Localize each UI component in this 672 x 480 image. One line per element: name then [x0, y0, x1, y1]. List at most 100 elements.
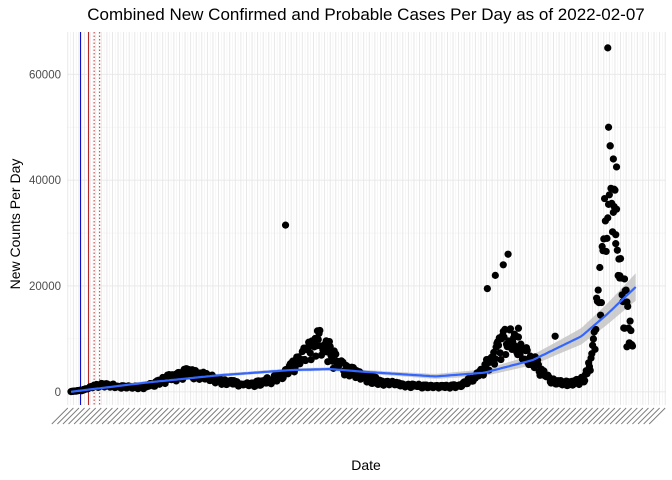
data-point — [581, 377, 589, 385]
data-point-outlier — [499, 261, 507, 269]
data-points — [67, 44, 637, 396]
x-tick-label-mark — [218, 407, 236, 425]
x-tick-label-mark — [207, 407, 225, 425]
x-tick-label-mark — [492, 407, 510, 425]
data-point-outlier — [623, 343, 631, 351]
data-point — [591, 345, 599, 353]
data-point — [497, 355, 505, 364]
data-point — [611, 186, 619, 194]
data-point — [494, 341, 503, 349]
x-tick-label-mark — [185, 407, 203, 425]
x-tick-label-mark — [174, 407, 191, 425]
data-point — [628, 342, 637, 350]
x-tick-label-mark — [615, 407, 633, 425]
x-tick-label-mark — [90, 407, 108, 425]
x-tick-label-mark — [509, 407, 526, 425]
x-tick-label-mark — [364, 407, 381, 425]
data-point — [506, 325, 515, 333]
x-tick-label-mark — [632, 407, 649, 425]
x-tick-label-mark — [252, 407, 270, 425]
x-tick-label-mark — [196, 407, 214, 425]
x-tick-label-mark — [403, 407, 420, 425]
data-point — [622, 286, 630, 294]
x-tick-label-mark — [107, 407, 124, 425]
gridlines — [67, 32, 666, 405]
data-point-outlier — [604, 44, 612, 52]
x-tick-label-mark — [643, 407, 660, 425]
x-tick-label-mark — [459, 407, 476, 425]
x-tick-label-mark — [553, 407, 571, 425]
x-tick-label-mark — [626, 407, 644, 425]
x-tick-label-mark — [436, 407, 454, 425]
x-tick-label-mark — [213, 407, 231, 425]
data-point — [496, 349, 504, 357]
x-tick-label-mark — [274, 407, 292, 425]
data-point — [613, 246, 621, 254]
x-tick-label-mark — [470, 407, 487, 425]
data-point — [491, 355, 499, 363]
x-tick-label-mark — [297, 407, 314, 425]
x-tick-label-mark — [593, 407, 610, 425]
x-tick-label-mark — [291, 407, 309, 425]
data-point-outlier — [616, 274, 624, 282]
x-tick-label-mark — [68, 407, 85, 425]
x-tick-label-mark — [442, 407, 459, 425]
x-tick-label-mark — [146, 407, 164, 425]
x-tick-label-mark — [246, 407, 264, 425]
x-tick-label-mark — [191, 407, 208, 425]
x-tick-label-mark — [380, 407, 398, 425]
x-tick-label-mark — [386, 407, 404, 425]
y-tick-label: 60000 — [29, 69, 61, 81]
chart-title: Combined New Confirmed and Probable Case… — [87, 5, 645, 24]
x-tick-label-mark — [319, 407, 337, 425]
data-point — [596, 263, 604, 272]
x-tick-label-mark — [414, 407, 432, 425]
x-tick-label-mark — [101, 407, 119, 425]
x-tick-label-mark — [140, 407, 158, 425]
x-tick-label-mark — [447, 407, 465, 425]
x-tick-label-mark — [157, 407, 175, 425]
x-tick-label-mark — [241, 407, 258, 425]
data-point — [301, 356, 310, 365]
plot-panel — [67, 32, 666, 405]
data-point — [514, 333, 523, 341]
x-tick-label-mark — [352, 407, 370, 425]
x-tick-label-mark — [263, 407, 281, 425]
data-point — [314, 335, 322, 344]
x-tick-label-mark — [559, 407, 577, 425]
x-tick-label-mark — [112, 407, 130, 425]
trend-curve — [70, 286, 637, 393]
x-tick-label-mark — [336, 407, 353, 425]
x-tick-label-mark — [453, 407, 471, 425]
data-point — [589, 335, 598, 343]
data-point — [500, 333, 508, 341]
x-tick-label-mark — [481, 407, 499, 425]
data-point — [597, 298, 605, 307]
x-tick-label-mark — [347, 407, 365, 425]
x-tick-label-mark — [179, 407, 197, 425]
x-tick-label-mark — [609, 407, 627, 425]
data-point-outlier — [483, 285, 491, 293]
data-point-outlier — [610, 202, 618, 211]
x-tick-label-mark — [135, 407, 152, 425]
x-tick-label-mark — [581, 407, 599, 425]
y-tick-label: 20000 — [29, 281, 61, 293]
data-point — [592, 325, 600, 334]
x-tick-label-mark — [330, 407, 348, 425]
x-tick-label-mark — [531, 407, 549, 425]
x-tick-label-mark — [84, 407, 102, 425]
x-tick-label-mark — [57, 407, 74, 425]
x-tick-label-mark — [570, 407, 588, 425]
data-point-outlier — [504, 250, 512, 258]
x-tick-label-mark — [375, 407, 392, 425]
data-point-outlier — [491, 271, 499, 279]
data-point — [312, 352, 320, 360]
data-point-outlier — [604, 123, 613, 131]
x-tick-label-mark — [537, 407, 554, 425]
data-point-outlier — [612, 163, 621, 171]
x-tick-label-mark — [79, 407, 97, 425]
x-tick-label-mark — [341, 407, 359, 425]
x-tick-label-mark — [129, 407, 147, 425]
x-tick-label-mark — [486, 407, 504, 425]
x-tick-label-mark — [313, 407, 331, 425]
